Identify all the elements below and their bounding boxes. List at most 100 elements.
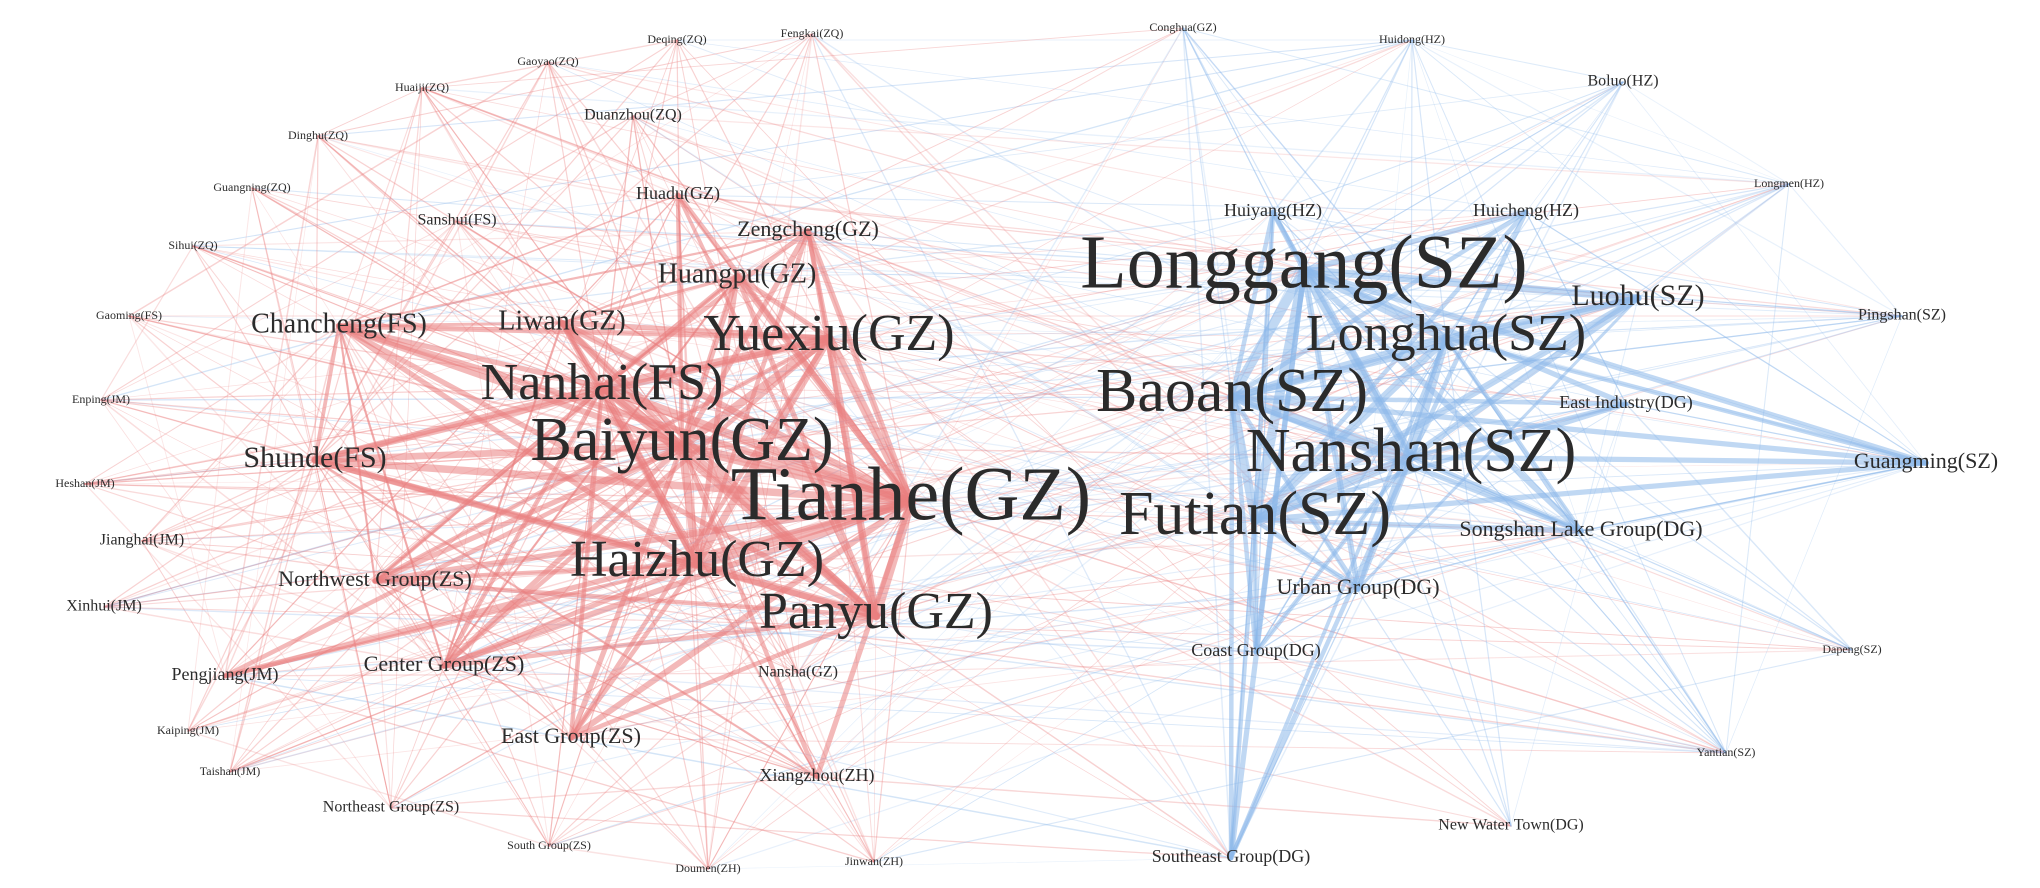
faint-edge [317,135,1447,339]
node-label: Taishan(JM) [200,764,260,778]
faint-edge [443,665,1232,859]
faint-edge [456,220,912,503]
node-label: Panyu(GZ) [759,583,993,640]
shenzhen-cluster-edge [1229,394,1361,592]
spoke-edge [1231,396,1512,827]
node-label: Duanzhou(ZQ) [584,107,682,124]
faint-edge [187,665,445,732]
guangzhou-cluster-edge [560,229,810,325]
spoke-edge [84,445,683,485]
spoke-edge [100,399,316,461]
faint-edge [1182,27,1790,185]
faint-edge [187,187,253,732]
guangzhou-cluster-edge [336,323,700,567]
spoke-edge [317,135,912,503]
faint-edge [456,115,634,222]
guangzhou-cluster-edge [338,194,679,327]
faint-edge [390,776,818,809]
faint-edge [224,135,319,677]
guangzhou-cluster-edge [441,499,914,669]
node-label: Jinwan(ZH) [845,854,903,868]
faint-edge [1254,519,1853,651]
spoke-edge [100,399,683,447]
guangzhou-cluster-edge [374,580,572,739]
faint-edge [632,115,1256,521]
spoke-edge [601,386,799,674]
faint-edge [187,445,683,732]
guangzhou-cluster-edge [336,323,879,619]
faint-edge [677,194,1727,754]
faint-edge [374,269,1305,582]
faint-edge [229,651,1257,773]
faint-edge [224,672,799,677]
node-label: Songshan Lake Group(DG) [1459,516,1702,541]
node-label: Nanshan(SZ) [1246,417,1577,485]
faint-edge [677,194,1527,213]
shenzhen-cluster-edge [1408,454,1584,534]
faint-edge [1725,315,1903,754]
faint-edge [676,39,1257,653]
faint-edge [1525,81,1624,213]
spoke-edge [103,386,603,608]
faint-edge [828,337,1232,859]
guangzhou-cluster-edge [312,384,605,463]
guangzhou-cluster-edge [441,335,832,669]
spoke-edge [1410,183,1790,458]
faint-edge [443,665,572,739]
faint-edge [229,325,340,773]
spoke-edge [141,459,316,542]
guangzhou-cluster-edge [443,665,818,778]
faint-edge [632,115,809,232]
node-label: Center Group(ZS) [364,651,525,676]
spoke-edge [103,459,316,608]
shenzhen-cluster-edge [1228,517,1258,861]
spoke-edge [251,187,683,447]
faint-edge [187,563,698,732]
faint-edge [601,386,1853,651]
faint-edge [192,245,1639,299]
spoke-edge [128,315,316,461]
node-label: Northwest Group(ZS) [278,566,472,591]
spoke-edge [1410,315,1903,458]
faint-edge [1637,297,1903,317]
faint-edge [390,87,423,809]
spoke-edge [1410,456,1853,651]
shenzhen-cluster-edge [1252,517,1361,592]
faint-edge [421,87,1305,271]
shenzhen-cluster-edge [1229,394,1929,466]
guangzhou-cluster-edge [559,320,832,341]
faint-edge [100,39,1413,401]
faint-edge [128,315,799,674]
faint-edge [677,194,1903,317]
spoke-edge [84,459,316,485]
node-label: Deqing(ZQ) [647,32,706,46]
faint-edge [875,615,1232,859]
spoke-edge [1303,183,1790,271]
faint-edge [192,245,563,324]
faint-edge [547,61,1853,651]
node-label: Pingshan(SZ) [1858,307,1946,324]
faint-edge [374,580,550,847]
spoke-edge [601,33,813,388]
guangzhou-cluster-edge [311,442,686,464]
faint-edge [875,530,1582,617]
faint-edge [828,269,1305,339]
faint-edge [390,462,1927,809]
guangzhou-cluster-edge [677,441,702,569]
faint-edge [1411,39,1624,83]
spoke-edge [1231,81,1624,398]
spoke-edge [1410,456,1727,754]
spoke-edge [314,220,458,461]
faint-edge [696,269,1305,565]
faint-edge [1357,39,1413,590]
faint-edge [456,220,1305,271]
faint-edge [828,337,1727,754]
faint-edge [570,737,709,870]
faint-edge [100,399,445,667]
faint-edge [1725,183,1790,754]
faint-edge [100,396,1233,401]
spoke-edge [548,501,912,847]
spoke-edge [229,459,316,773]
faint-edge [421,87,679,196]
faint-edge [374,580,392,809]
